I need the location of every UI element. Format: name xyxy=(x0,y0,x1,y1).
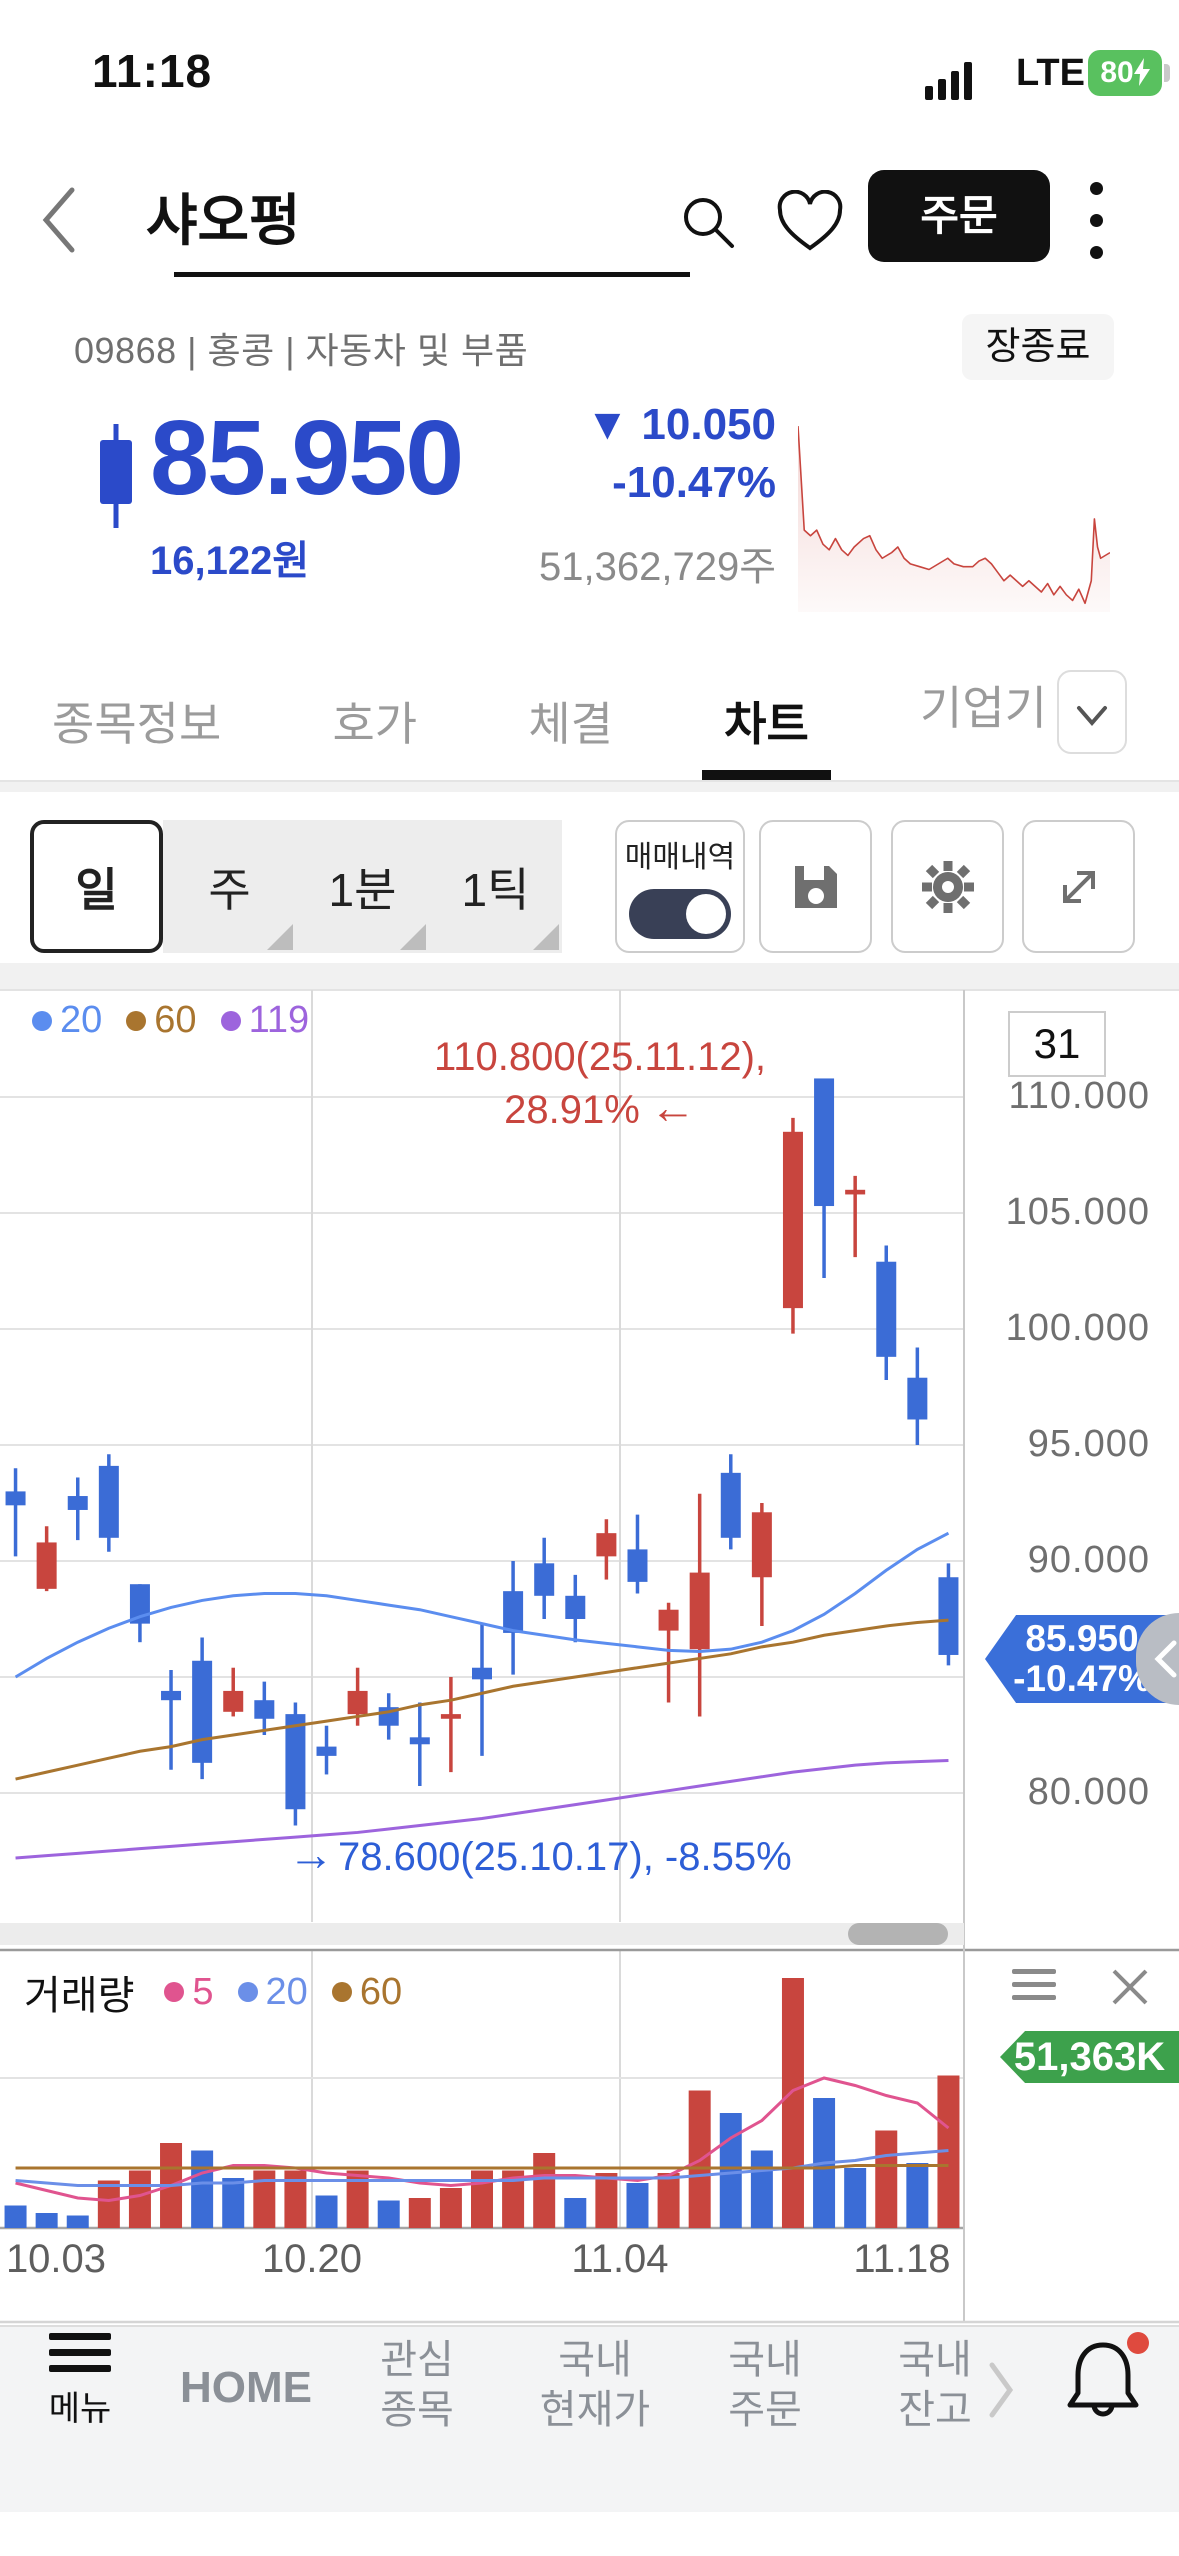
period-selector: 일 주 1분 1틱 xyxy=(30,820,562,953)
fullscreen-button[interactable] xyxy=(1022,820,1135,953)
ma-period-label: 20 xyxy=(60,999,103,1041)
volume-pane-title: 거래량 xyxy=(24,1974,135,2018)
y-tick-95.000: 95.000 xyxy=(1027,1423,1150,1465)
period-1분[interactable]: 1분 xyxy=(296,820,429,953)
price-ma-legend: 20 60 119 xyxy=(8,999,309,1042)
period-일[interactable]: 일 xyxy=(30,820,163,953)
notification-bell[interactable] xyxy=(1048,2327,1158,2442)
back-button[interactable] xyxy=(34,182,86,263)
ma-dot-icon xyxy=(237,1982,258,2002)
signal-icon xyxy=(925,58,1005,100)
more-menu-icon[interactable] xyxy=(1090,182,1104,278)
period-주[interactable]: 주 xyxy=(163,820,296,953)
tab-bar: 종목정보 호가 체결 차트 기업기 xyxy=(0,648,1179,782)
tab-기업기[interactable]: 기업기 xyxy=(898,670,1149,780)
title-underline xyxy=(174,272,690,277)
close-icon[interactable] xyxy=(1108,1965,1152,2009)
ma-period-label: 20 xyxy=(265,1970,308,2013)
ma-period-label: 60 xyxy=(154,999,197,1041)
gear-icon xyxy=(921,860,974,913)
y-tick-100.000: 100.000 xyxy=(1005,1307,1150,1349)
nav-chevron-icon xyxy=(986,2355,1016,2430)
candle-icon xyxy=(96,424,136,533)
chevron-left-icon xyxy=(1154,1640,1177,1678)
floppy-icon xyxy=(794,865,837,908)
battery-icon: 80 xyxy=(1088,50,1162,96)
divider xyxy=(0,782,1179,792)
bell-icon xyxy=(1067,2342,1139,2408)
tab-dropdown-chevron[interactable] xyxy=(1056,670,1127,754)
tab-종목정보[interactable]: 종목정보 xyxy=(52,698,222,750)
y-tick-80.000: 80.000 xyxy=(1027,1771,1150,1813)
order-button[interactable]: 주문 xyxy=(868,170,1050,262)
ma-dot-icon xyxy=(331,1982,352,2002)
market-state-badge: 장종료 xyxy=(962,314,1114,380)
current-volume-badge: 51,363K xyxy=(1000,2031,1179,2083)
volume-menu-icon[interactable] xyxy=(1012,1969,1056,2008)
x-label-10.20: 10.20 xyxy=(261,2237,363,2281)
price-krw: 16,122원 xyxy=(150,539,310,583)
chart-scrollbar[interactable] xyxy=(0,1923,964,1945)
tab-호가[interactable]: 호가 xyxy=(332,698,418,750)
volume-ma-legend: 거래량 5 20 60 xyxy=(24,1963,402,2021)
divider xyxy=(0,963,1179,990)
nav-menu[interactable]: 메뉴 xyxy=(20,2333,140,2430)
ma-dot-icon xyxy=(32,1010,52,1031)
bottom-nav: 메뉴 HOME 관심 종목 국내 현재가 국내 주문 국내 잔고 xyxy=(0,2325,1179,2512)
candlestick-chart[interactable] xyxy=(0,975,1179,2325)
stock-meta: 09868 | 홍콩 | 자동차 및 부품 xyxy=(74,330,529,371)
down-arrow-icon: ▼ xyxy=(585,400,630,449)
notification-dot xyxy=(1127,2332,1149,2354)
chart-area[interactable]: 20 60 119 31 110.800(25.11.12), 28.91% ← → 7… xyxy=(0,975,1179,2325)
high-annotation: 110.800(25.11.12), 28.91% ← xyxy=(433,1035,767,1133)
left-arrow-icon: ← xyxy=(649,1081,696,1133)
intraday-sparkline xyxy=(798,412,1110,612)
right-arrow-icon: → xyxy=(288,1828,334,1880)
current-price: 85.950 xyxy=(150,399,464,517)
trade-history-button[interactable]: 매매내역 xyxy=(615,820,745,953)
y-tick-105.000: 105.000 xyxy=(1005,1191,1150,1233)
x-label-11.04: 11.04 xyxy=(571,2237,669,2281)
nav-item-HOME[interactable]: HOME xyxy=(180,2363,312,2412)
period-1틱[interactable]: 1틱 xyxy=(429,820,562,953)
volume-shares: 51,362,729주 xyxy=(539,545,776,589)
y-tick-90.000: 90.000 xyxy=(1027,1539,1150,1581)
nav-item-관심종목[interactable]: 관심 종목 xyxy=(380,2338,454,2432)
save-chart-button[interactable] xyxy=(759,820,872,953)
favorite-heart-icon[interactable] xyxy=(774,189,846,261)
ma-period-label: 60 xyxy=(359,1970,403,2013)
y-tick-110.000: 110.000 xyxy=(1008,1075,1150,1117)
tab-체결[interactable]: 체결 xyxy=(528,698,613,750)
x-label-11.18: 11.18 xyxy=(853,2237,951,2281)
tab-차트[interactable]: 차트 xyxy=(702,688,831,780)
x-label-10.03: 10.03 xyxy=(5,2237,107,2281)
expand-icon xyxy=(1062,870,1095,903)
price-change-percent: -10.47% xyxy=(612,458,776,507)
trade-history-toggle[interactable] xyxy=(629,889,731,939)
ma-period-label: 119 xyxy=(248,999,310,1041)
menu-icon xyxy=(20,2333,140,2372)
ma-dot-icon xyxy=(220,1010,241,1031)
volume-pane-controls xyxy=(1012,1965,1162,2011)
ma-period-label: 5 xyxy=(192,1970,214,2013)
trade-history-label: 매매내역 xyxy=(624,841,736,874)
search-icon[interactable] xyxy=(676,190,740,259)
stock-name-title: 샤오펑 xyxy=(146,189,301,252)
nav-item-국내잔고[interactable]: 국내 잔고 xyxy=(898,2338,972,2432)
low-annotation: → 78.600(25.10.17), -8.55% xyxy=(288,1828,792,1880)
nav-item-국내주문[interactable]: 국내 주문 xyxy=(728,2338,802,2432)
bar-count-box: 31 xyxy=(1008,1011,1106,1077)
battery-tip xyxy=(1164,64,1170,82)
ma-dot-icon xyxy=(164,1982,185,2002)
status-time: 11:18 xyxy=(92,45,213,97)
chart-scrollbar-thumb[interactable] xyxy=(848,1923,948,1945)
nav-item-국내현재가[interactable]: 국내 현재가 xyxy=(539,2338,651,2432)
network-type: LTE xyxy=(1016,52,1085,94)
price-change: ▼ 10.050 xyxy=(585,400,776,449)
ma-dot-icon xyxy=(126,1010,147,1031)
chart-settings-button[interactable] xyxy=(891,820,1004,953)
